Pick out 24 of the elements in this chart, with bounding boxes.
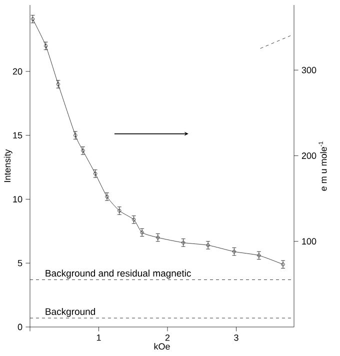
point	[140, 230, 144, 234]
y-tick-label: 15	[13, 132, 22, 138]
x-tick-label: 3	[234, 334, 238, 341]
y-axis-title: Intensity	[4, 149, 12, 182]
y2-tick-label: 100	[302, 238, 316, 245]
point	[74, 134, 78, 138]
x-axis-title: kOe	[154, 343, 170, 350]
y-tick-label: 20	[12, 68, 22, 75]
ref-line-label: Background	[46, 308, 96, 317]
x-tick-label: 1	[96, 334, 101, 341]
y-tick-label: 5	[18, 260, 22, 266]
point	[105, 194, 109, 198]
y-tick-label: 10	[13, 196, 22, 202]
y2-axis-title: e m u mole$^{-1}$	[318, 142, 327, 191]
y2-tick-label: 200	[302, 152, 316, 159]
point	[81, 148, 85, 152]
y-tick-label: 0	[18, 324, 22, 330]
point	[257, 254, 261, 258]
ref-line-label: Background and residual magnetic	[46, 270, 191, 279]
point	[118, 208, 122, 213]
point	[56, 82, 60, 86]
y2-tick-label: 300	[302, 66, 316, 74]
x-tick-label: 2	[165, 334, 170, 341]
point	[206, 243, 210, 248]
